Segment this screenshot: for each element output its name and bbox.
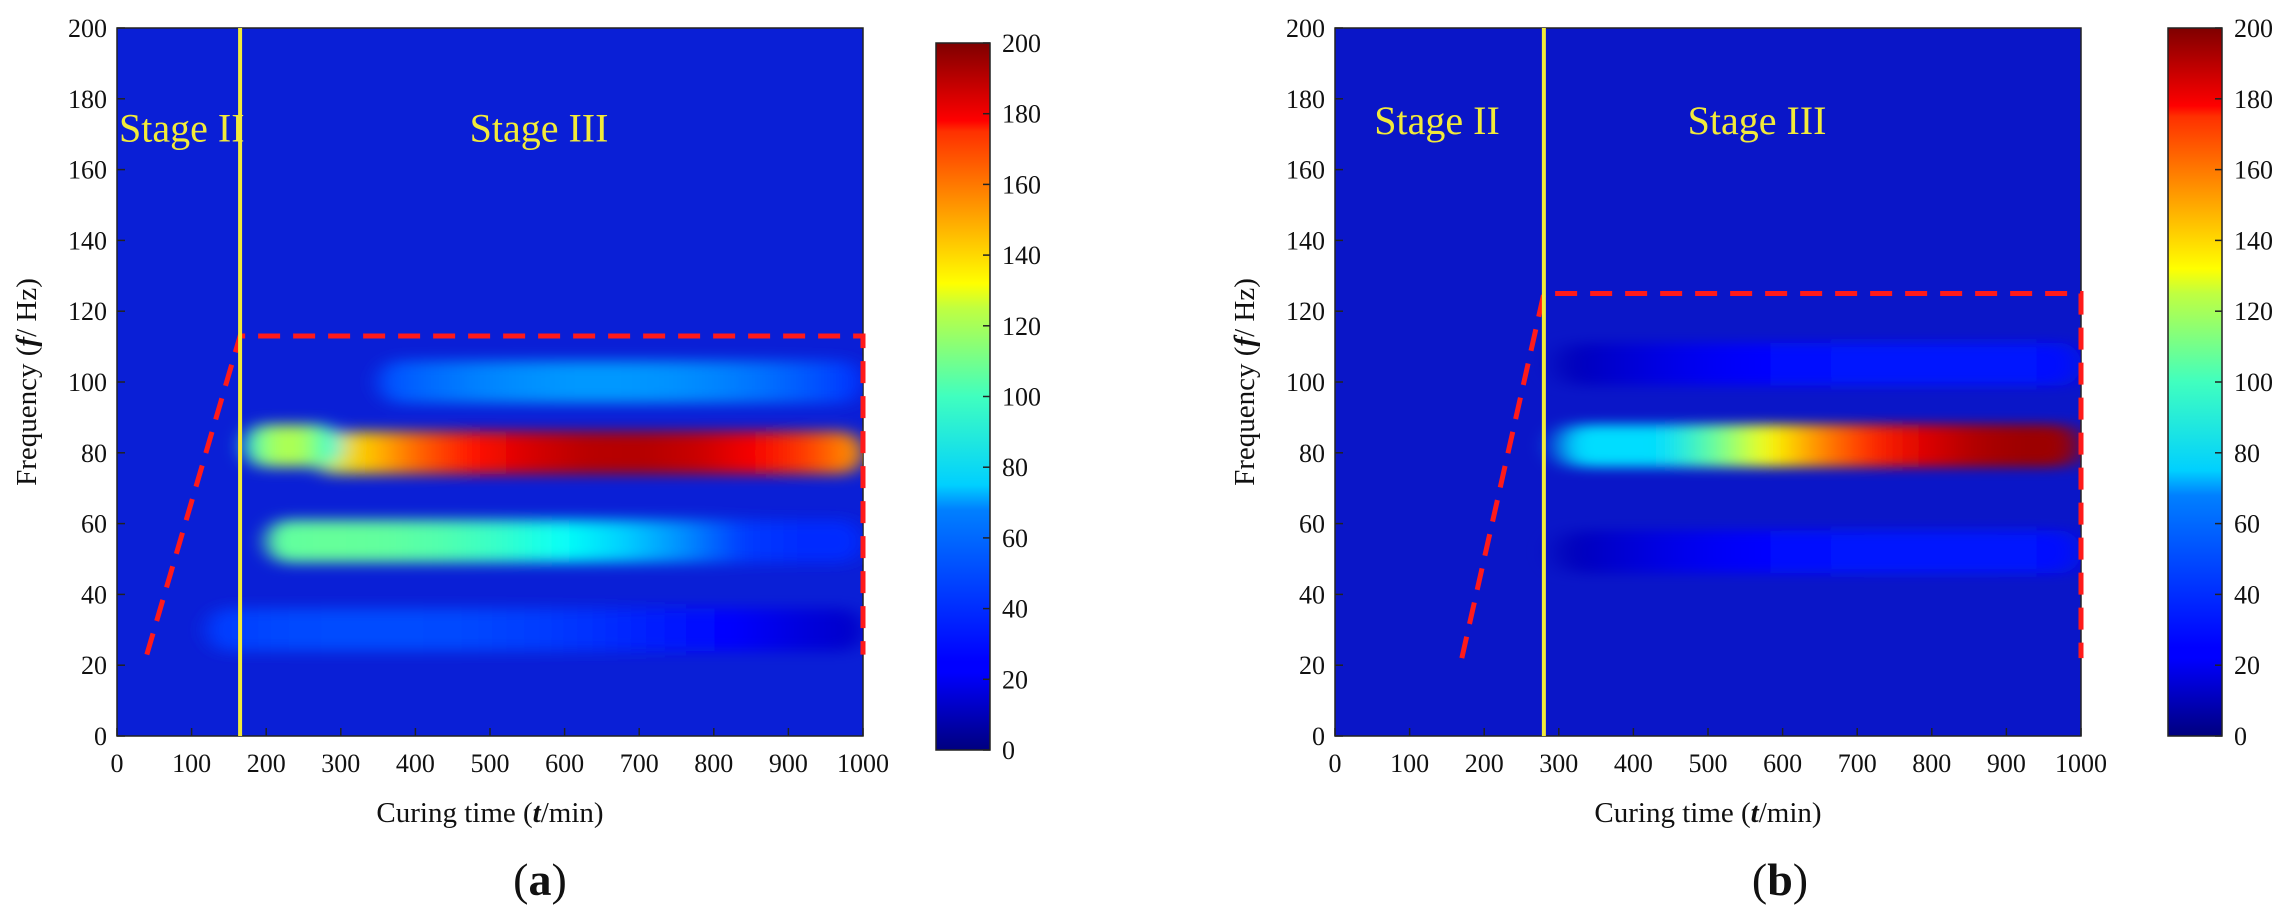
colorbar-a: 0 20 40 60 80 100 120 140 160 180 200 (935, 29, 1041, 765)
y-tick-label: 20 (81, 651, 107, 680)
colorbar-tick-label: 100 (1002, 383, 1041, 412)
stage-region-outline (1459, 291, 2084, 659)
y-tick-label: 40 (1299, 580, 1325, 609)
colorbar-gradient-b (2167, 27, 2223, 737)
heatmap-band (206, 608, 863, 652)
colorbar-tick-label: 200 (2234, 14, 2273, 43)
heatmap-bands-b (1558, 343, 2081, 574)
colorbar-tick-label: 20 (1002, 665, 1028, 694)
panel-a: Stage II Stage III 0 100 200 300 400 500 600 700… (11, 14, 1041, 905)
x-tick-label: 700 (620, 749, 659, 778)
y-tick-label: 160 (1286, 156, 1325, 185)
stage-label: Stage II (119, 105, 245, 150)
y-tick-label: 80 (81, 439, 107, 468)
colorbar-tick-label: 140 (2234, 226, 2273, 255)
colorbar-tick-label: 0 (1002, 736, 1015, 765)
y-tick-label: 120 (68, 297, 107, 326)
axes-b: 0 100 200 300 400 500 600 700 800 900 1000 0 20 40 60 8… (1286, 14, 2107, 778)
heatmap-band (1558, 424, 2081, 467)
x-tick-label: 1000 (2055, 749, 2107, 778)
colorbar-tick-label: 100 (2234, 368, 2273, 397)
ylabel-b: Frequency (f/ Hz) (1229, 278, 1261, 486)
stage-label: Stage III (1688, 98, 1827, 143)
colorbar-tick-label: 20 (2234, 651, 2260, 680)
x-tick-label: 300 (321, 749, 360, 778)
y-tick-label: 0 (94, 722, 107, 751)
y-tick-label: 200 (1286, 14, 1325, 43)
colorbar-tick-label: 120 (2234, 297, 2273, 326)
x-tick-label: 600 (545, 749, 584, 778)
colorbar-tick-label: 140 (1002, 241, 1041, 270)
x-tick-label: 0 (1329, 749, 1342, 778)
x-tick-label: 900 (769, 749, 808, 778)
stage-label: Stage II (1374, 98, 1500, 143)
y-tick-label: 180 (1286, 85, 1325, 114)
colorbar-tick-label: 40 (2234, 580, 2260, 609)
x-tick-label: 100 (1390, 749, 1429, 778)
overlay-b: Stage II Stage III (1374, 28, 2084, 736)
x-tick-label: 900 (1987, 749, 2026, 778)
stage-label: Stage III (470, 105, 609, 150)
x-tick-label: 200 (247, 749, 286, 778)
y-tick-label: 120 (1286, 297, 1325, 326)
xlabel-a: Curing time (t/min) (376, 797, 603, 829)
y-tick-label: 200 (68, 14, 107, 43)
y-tick-label: 40 (81, 580, 107, 609)
x-tick-label: 100 (172, 749, 211, 778)
heatmap-band (1558, 530, 2081, 574)
colorbar-tick-label: 80 (2234, 439, 2260, 468)
heatmap-band (310, 431, 863, 475)
x-tick-label: 700 (1838, 749, 1877, 778)
x-tick-label: 1000 (837, 749, 889, 778)
x-tick-label: 500 (471, 749, 510, 778)
y-tick-label: 160 (68, 156, 107, 185)
colorbar-gradient-a (935, 42, 991, 751)
heatmap-band (1558, 343, 2081, 386)
colorbar-tick-label: 160 (2234, 156, 2273, 185)
ylabel-a: Frequency (f/ Hz) (11, 278, 43, 486)
colorbar-tick-label: 60 (2234, 510, 2260, 539)
y-tick-label: 60 (81, 510, 107, 539)
x-tick-label: 400 (1614, 749, 1653, 778)
x-tick-label: 600 (1763, 749, 1802, 778)
panel-b: Stage II Stage III 0 100 200 300 400 500 600 700… (1229, 14, 2273, 905)
y-tick-label: 60 (1299, 510, 1325, 539)
heatmap-bands-a (206, 360, 863, 652)
heatmap-band (243, 424, 341, 467)
x-tick-label: 500 (1689, 749, 1728, 778)
x-tick-label: 300 (1539, 749, 1578, 778)
panel-label-a: (a) (513, 854, 567, 905)
colorbar-tick-label: 160 (1002, 170, 1041, 199)
y-tick-label: 80 (1299, 439, 1325, 468)
y-tick-label: 100 (68, 368, 107, 397)
x-tick-label: 0 (111, 749, 124, 778)
heatmap-band (266, 520, 863, 563)
x-tick-label: 200 (1465, 749, 1504, 778)
y-tick-label: 180 (68, 85, 107, 114)
colorbar-tick-label: 0 (2234, 722, 2247, 751)
x-tick-label: 800 (1912, 749, 1951, 778)
heatmap-band (378, 360, 863, 404)
panel-label-b: (b) (1752, 854, 1808, 905)
colorbar-tick-label: 60 (1002, 524, 1028, 553)
y-tick-label: 100 (1286, 368, 1325, 397)
y-tick-label: 140 (68, 226, 107, 255)
stage-region-outline (144, 333, 866, 656)
xlabel-b: Curing time (t/min) (1594, 797, 1821, 829)
colorbar-tick-label: 40 (1002, 595, 1028, 624)
overlay-a: Stage II Stage III (119, 28, 866, 736)
colorbar-b: 0 20 40 60 80 100 120 140 160 180 200 (2167, 14, 2273, 751)
axes-a: 0 100 200 300 400 500 600 700 800 900 1000 0 20 40 60 8… (68, 14, 889, 778)
colorbar-tick-label: 200 (1002, 29, 1041, 58)
colorbar-tick-label: 180 (1002, 100, 1041, 129)
x-tick-label: 800 (694, 749, 733, 778)
y-tick-label: 140 (1286, 226, 1325, 255)
y-tick-label: 0 (1312, 722, 1325, 751)
y-tick-label: 20 (1299, 651, 1325, 680)
colorbar-tick-label: 180 (2234, 85, 2273, 114)
colorbar-tick-label: 80 (1002, 453, 1028, 482)
x-tick-label: 400 (396, 749, 435, 778)
colorbar-tick-label: 120 (1002, 312, 1041, 341)
